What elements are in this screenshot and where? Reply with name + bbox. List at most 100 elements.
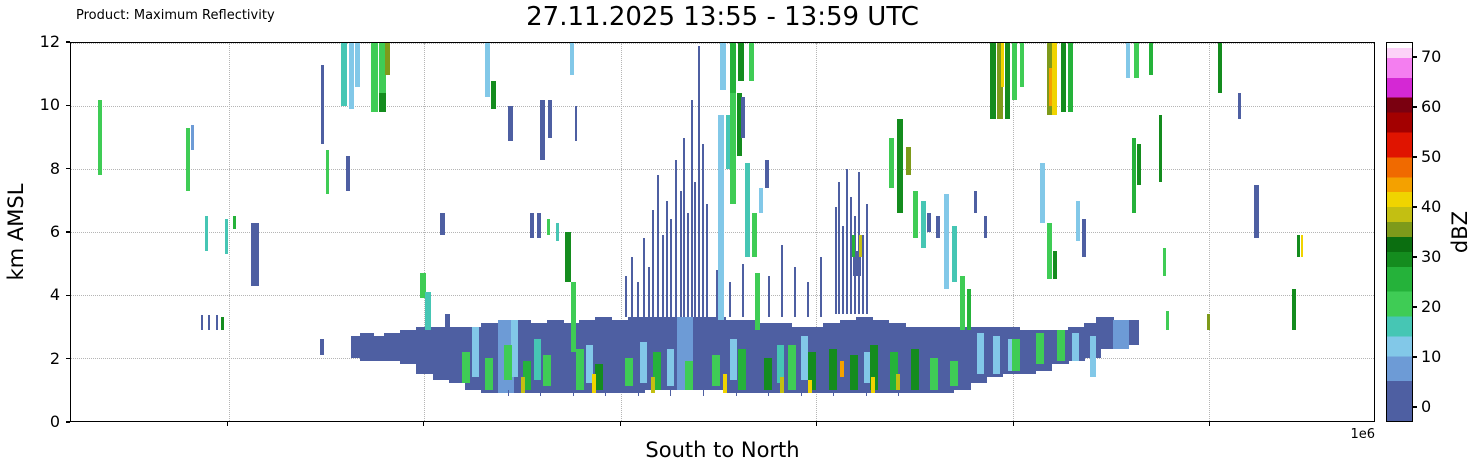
reflectivity-bar [776,345,784,384]
reflectivity-bar [834,206,837,314]
reflectivity-bar [850,197,853,314]
reflectivity-bar [780,376,785,393]
reflectivity-bar [520,376,525,393]
colorbar-tick-label: 40 [1421,197,1442,216]
reflectivity-bar [729,93,736,204]
reflectivity-bar [440,213,446,236]
reflectivity-bar [1165,310,1169,330]
reflectivity-bar [861,235,864,314]
reflectivity-bar [736,93,742,157]
reflectivity-bar [485,358,494,390]
reflectivity-bar [400,329,417,365]
colorbar [1386,42,1413,422]
reflectivity-bar [624,276,627,318]
reflectivity-bar [586,345,594,384]
reflectivity-bar [215,315,218,330]
colorbar-tick-mark [1413,206,1417,208]
reflectivity-bar [555,222,559,242]
colorbar-tick-mark [1413,156,1417,158]
reflectivity-bar [444,313,450,355]
reflectivity-bar [1129,320,1140,346]
reflectivity-bar [852,250,861,277]
reflectivity-bar [705,203,708,318]
colorbar-tick-mark [1413,406,1417,408]
reflectivity-bar [653,351,662,390]
reflectivity-bar [729,339,737,381]
reflectivity-bar [201,315,204,330]
reflectivity-bar [889,137,895,188]
reflectivity-bar [611,320,629,393]
reflectivity-bar [712,354,721,387]
reflectivity-bar [686,213,689,318]
gridline [816,43,818,421]
plot-area [70,42,1375,422]
reflectivity-bar [592,373,597,393]
colorbar-tick-mark [1413,306,1417,308]
reflectivity-bar [670,219,673,318]
reflectivity-bar [897,118,904,214]
reflectivity-bar [1082,219,1087,258]
reflectivity-bar [1075,200,1080,242]
reflectivity-bar [959,276,965,330]
reflectivity-bar [385,43,391,75]
reflectivity-bar [1012,339,1021,371]
reflectivity-bar [949,361,958,387]
reflectivity-bar [504,345,513,381]
reflectivity-bar [758,187,763,214]
gridline [1013,43,1015,421]
reflectivity-bar [1162,247,1166,277]
reflectivity-bar [472,326,480,377]
product-label: Product: Maximum Reflectivity [76,8,275,23]
reflectivity-bar [232,216,236,229]
reflectivity-bar [697,46,700,318]
reflectivity-bar [768,389,770,396]
reflectivity-bar [842,225,845,314]
x-tick-mark [620,422,622,426]
reflectivity-bar [729,43,736,94]
reflectivity-bar [523,361,532,390]
reflectivity-bar [849,354,858,390]
reflectivity-bar [345,156,350,192]
reflectivity-bar [383,332,401,362]
reflectivity-bar [920,200,926,248]
reflectivity-bar [740,96,745,138]
reflectivity-bar [807,282,810,318]
reflectivity-bar [643,238,646,318]
reflectivity-bar [870,345,879,390]
reflectivity-bar [889,351,898,390]
reflectivity-bar [670,389,672,396]
reflectivity-bar [951,225,957,283]
reflectivity-bar [715,269,718,318]
reflectivity-bar [1148,43,1153,75]
reflectivity-bar [1297,235,1301,258]
reflectivity-bar [683,137,686,318]
reflectivity-bar [967,288,972,330]
colorbar-tick-mark [1413,356,1417,358]
reflectivity-bar [717,115,724,321]
colorbar-tick-label: 30 [1421,247,1442,266]
reflectivity-bar [575,106,578,141]
reflectivity-bar [605,389,607,396]
y-tick-mark [66,294,70,296]
x-tick-mark [815,422,818,426]
reflectivity-bar [735,389,737,396]
reflectivity-bar [510,320,518,377]
reflectivity-bar [1011,43,1017,100]
reflectivity-bar [846,169,849,314]
reflectivity-bar [461,351,470,384]
reflectivity-bar [1057,329,1066,362]
reflectivity-bar [690,99,693,318]
colorbar-tick-label: 70 [1421,47,1442,66]
reflectivity-bar [185,128,190,192]
reflectivity-bar [546,219,550,236]
colorbar-tick-mark [1413,56,1417,58]
reflectivity-bar [898,389,900,396]
reflectivity-bar [570,282,576,352]
reflectivity-bar [652,209,655,318]
reflectivity-bar [1048,68,1052,106]
reflectivity-bar [340,43,347,106]
reflectivity-bar [833,389,835,396]
reflectivity-bar [973,191,977,214]
gridline [71,106,1374,107]
y-tick-mark [66,41,70,43]
